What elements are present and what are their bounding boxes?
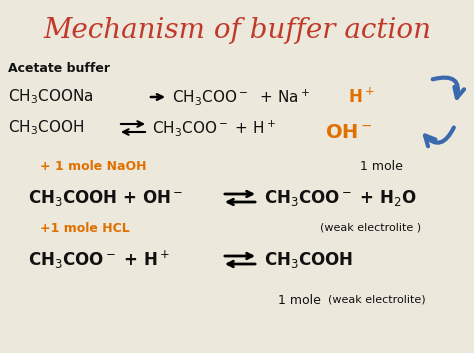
Text: H$^+$: H$^+$ <box>348 87 375 107</box>
Text: CH$_3$COOH: CH$_3$COOH <box>264 250 353 270</box>
FancyArrowPatch shape <box>425 127 454 146</box>
Text: CH$_3$COO$^-$  + Na$^+$: CH$_3$COO$^-$ + Na$^+$ <box>172 87 310 107</box>
Text: OH$^-$: OH$^-$ <box>325 124 373 143</box>
Text: CH$_3$COONa: CH$_3$COONa <box>8 88 93 106</box>
Text: + 1 mole NaOH: + 1 mole NaOH <box>40 160 146 173</box>
Text: 1 mole: 1 mole <box>278 293 321 306</box>
Text: CH$_3$COO$^-$ + H$_2$O: CH$_3$COO$^-$ + H$_2$O <box>264 188 417 208</box>
Text: Mechanism of buffer action: Mechanism of buffer action <box>43 17 431 43</box>
Text: CH$_3$COO$^-$ + H$^+$: CH$_3$COO$^-$ + H$^+$ <box>152 118 276 138</box>
Text: (weak electrolite ): (weak electrolite ) <box>320 223 421 233</box>
Text: CH$_3$COO$^-$ + H$^+$: CH$_3$COO$^-$ + H$^+$ <box>28 249 170 271</box>
Text: 1 mole: 1 mole <box>360 160 403 173</box>
Text: Acetate buffer: Acetate buffer <box>8 61 110 74</box>
Text: CH$_3$COOH + OH$^-$: CH$_3$COOH + OH$^-$ <box>28 188 183 208</box>
Text: (weak electrolite): (weak electrolite) <box>328 295 426 305</box>
Text: +1 mole HCL: +1 mole HCL <box>40 221 130 234</box>
FancyArrowPatch shape <box>433 78 464 98</box>
Text: CH$_3$COOH: CH$_3$COOH <box>8 119 84 137</box>
